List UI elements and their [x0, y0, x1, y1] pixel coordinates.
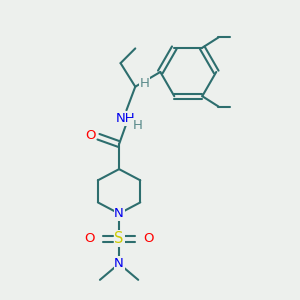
- Text: O: O: [143, 232, 154, 245]
- Text: S: S: [114, 231, 124, 246]
- Text: H: H: [140, 77, 150, 90]
- Text: N: N: [114, 257, 124, 270]
- Text: O: O: [85, 129, 95, 142]
- Text: NH: NH: [116, 112, 136, 125]
- Text: N: N: [114, 207, 124, 220]
- Text: H: H: [133, 119, 142, 132]
- Text: O: O: [84, 232, 95, 245]
